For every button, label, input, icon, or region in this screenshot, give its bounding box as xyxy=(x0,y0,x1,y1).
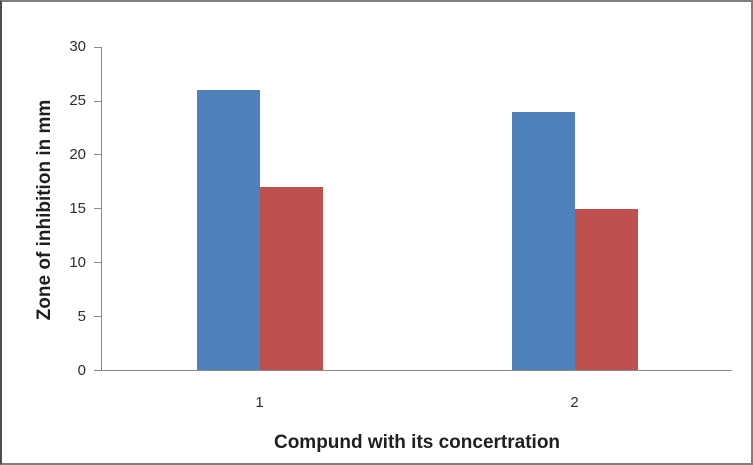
bar-series-red-cat2 xyxy=(574,208,638,371)
bar-series-red-cat1 xyxy=(259,187,323,371)
x-axis-title: Compund with its concertration xyxy=(273,432,561,453)
y-axis-tick-label: 5 xyxy=(77,307,86,325)
y-axis-tick xyxy=(94,154,102,156)
bar-series-blue-cat2 xyxy=(511,111,575,371)
y-axis-tick xyxy=(94,208,102,210)
x-axis-line xyxy=(102,370,732,371)
y-axis-tick xyxy=(94,100,102,102)
x-axis-category-label: 2 xyxy=(570,394,579,411)
y-axis-tick xyxy=(94,262,102,264)
y-axis-title: Zone of inhibition in mm xyxy=(34,99,55,321)
y-axis-tick-label: 0 xyxy=(77,361,86,379)
y-axis-tick-label: 20 xyxy=(69,145,86,163)
x-axis-category-label: 1 xyxy=(255,394,264,411)
bar-series-blue-cat1 xyxy=(196,90,260,371)
y-axis-tick xyxy=(94,370,102,371)
y-axis-tick-label: 25 xyxy=(69,92,86,109)
y-axis-tick-label: 10 xyxy=(69,253,86,271)
y-axis-tick xyxy=(94,316,102,318)
y-axis-tick-label: 30 xyxy=(69,38,86,56)
y-axis-tick xyxy=(94,46,102,48)
y-axis-tick-label: 15 xyxy=(69,199,86,217)
